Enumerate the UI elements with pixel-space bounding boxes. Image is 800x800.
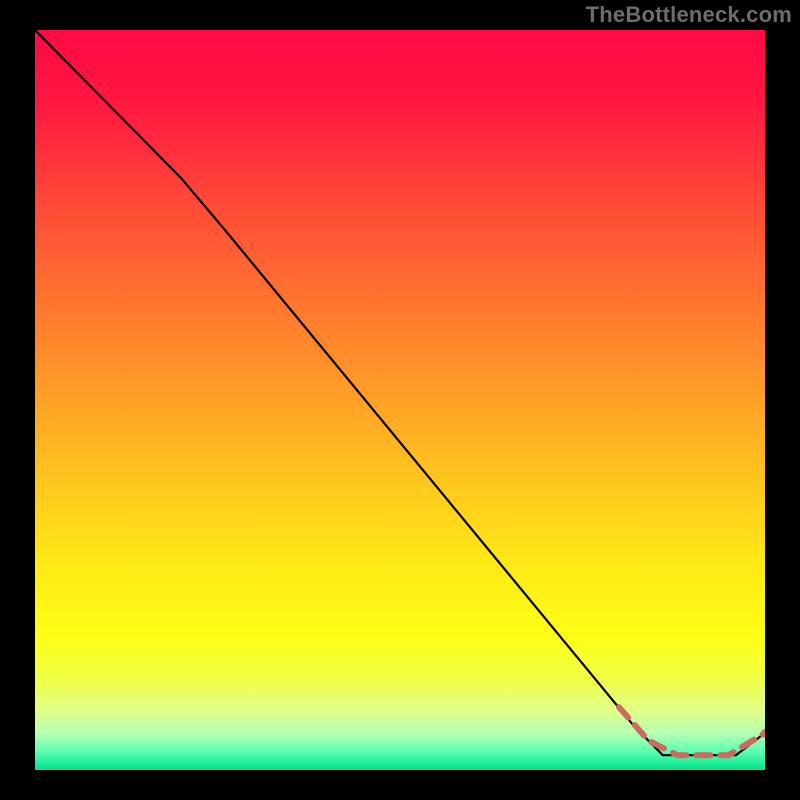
plot-area — [35, 30, 765, 770]
chart-stage: TheBottleneck.com — [0, 0, 800, 800]
watermark-label: TheBottleneck.com — [586, 2, 792, 28]
plot-svg — [35, 30, 765, 770]
